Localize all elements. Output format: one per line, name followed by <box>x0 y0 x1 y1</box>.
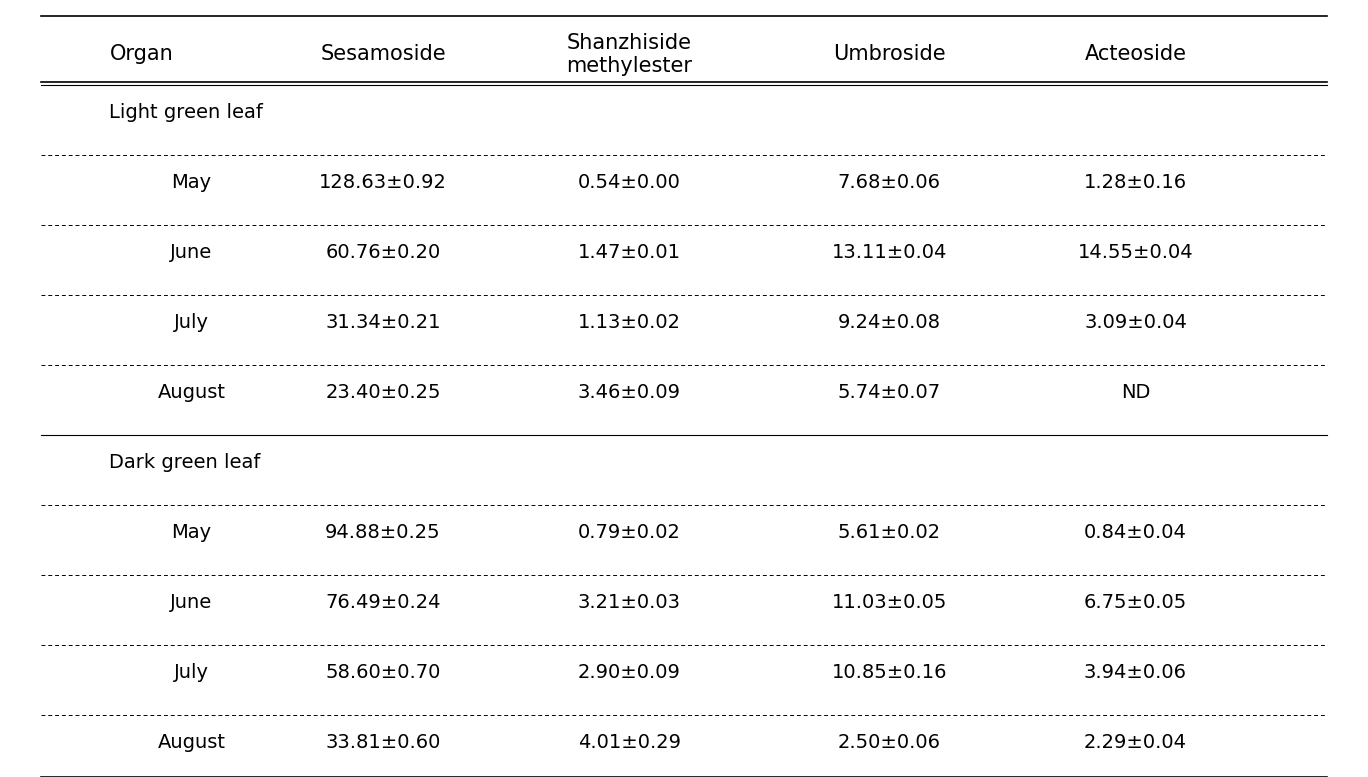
Text: 31.34±0.21: 31.34±0.21 <box>326 313 440 332</box>
Text: Umbroside: Umbroside <box>833 44 945 64</box>
Text: August: August <box>157 383 226 402</box>
Text: Shanzhiside
methylester: Shanzhiside methylester <box>566 33 692 76</box>
Text: 60.76±0.20: 60.76±0.20 <box>326 243 440 262</box>
Text: Sesamoside: Sesamoside <box>320 44 446 64</box>
Text: May: May <box>171 523 212 542</box>
Text: 23.40±0.25: 23.40±0.25 <box>326 383 440 402</box>
Text: 3.94±0.06: 3.94±0.06 <box>1083 663 1187 681</box>
Text: 1.47±0.01: 1.47±0.01 <box>577 243 681 262</box>
Text: July: July <box>174 313 209 332</box>
Text: 94.88±0.25: 94.88±0.25 <box>326 523 440 542</box>
Text: June: June <box>171 593 212 611</box>
Text: 3.46±0.09: 3.46±0.09 <box>577 383 681 402</box>
Text: 76.49±0.24: 76.49±0.24 <box>326 593 440 611</box>
Text: 2.29±0.04: 2.29±0.04 <box>1083 733 1187 751</box>
Text: 14.55±0.04: 14.55±0.04 <box>1078 243 1193 262</box>
Text: 5.74±0.07: 5.74±0.07 <box>837 383 941 402</box>
Text: 9.24±0.08: 9.24±0.08 <box>837 313 941 332</box>
Text: 3.21±0.03: 3.21±0.03 <box>577 593 681 611</box>
Text: 10.85±0.16: 10.85±0.16 <box>832 663 947 681</box>
Text: 0.54±0.00: 0.54±0.00 <box>577 173 681 192</box>
Text: 1.28±0.16: 1.28±0.16 <box>1083 173 1187 192</box>
Text: Dark green leaf: Dark green leaf <box>109 453 261 472</box>
Text: 0.79±0.02: 0.79±0.02 <box>577 523 681 542</box>
Text: 11.03±0.05: 11.03±0.05 <box>832 593 947 611</box>
Text: 6.75±0.05: 6.75±0.05 <box>1083 593 1187 611</box>
Text: 128.63±0.92: 128.63±0.92 <box>319 173 447 192</box>
Text: 0.84±0.04: 0.84±0.04 <box>1083 523 1187 542</box>
Text: Organ: Organ <box>109 44 174 64</box>
Text: June: June <box>171 243 212 262</box>
Text: 2.90±0.09: 2.90±0.09 <box>577 663 681 681</box>
Text: 33.81±0.60: 33.81±0.60 <box>326 733 440 751</box>
Text: May: May <box>171 173 212 192</box>
Text: ND: ND <box>1120 383 1150 402</box>
Text: 5.61±0.02: 5.61±0.02 <box>837 523 941 542</box>
Text: 2.50±0.06: 2.50±0.06 <box>837 733 941 751</box>
Text: 7.68±0.06: 7.68±0.06 <box>837 173 941 192</box>
Text: July: July <box>174 663 209 681</box>
Text: 58.60±0.70: 58.60±0.70 <box>326 663 440 681</box>
Text: Light green leaf: Light green leaf <box>109 103 263 122</box>
Text: Acteoside: Acteoside <box>1085 44 1186 64</box>
Text: 4.01±0.29: 4.01±0.29 <box>577 733 681 751</box>
Text: 13.11±0.04: 13.11±0.04 <box>832 243 947 262</box>
Text: August: August <box>157 733 226 751</box>
Text: 1.13±0.02: 1.13±0.02 <box>577 313 681 332</box>
Text: 3.09±0.04: 3.09±0.04 <box>1083 313 1187 332</box>
